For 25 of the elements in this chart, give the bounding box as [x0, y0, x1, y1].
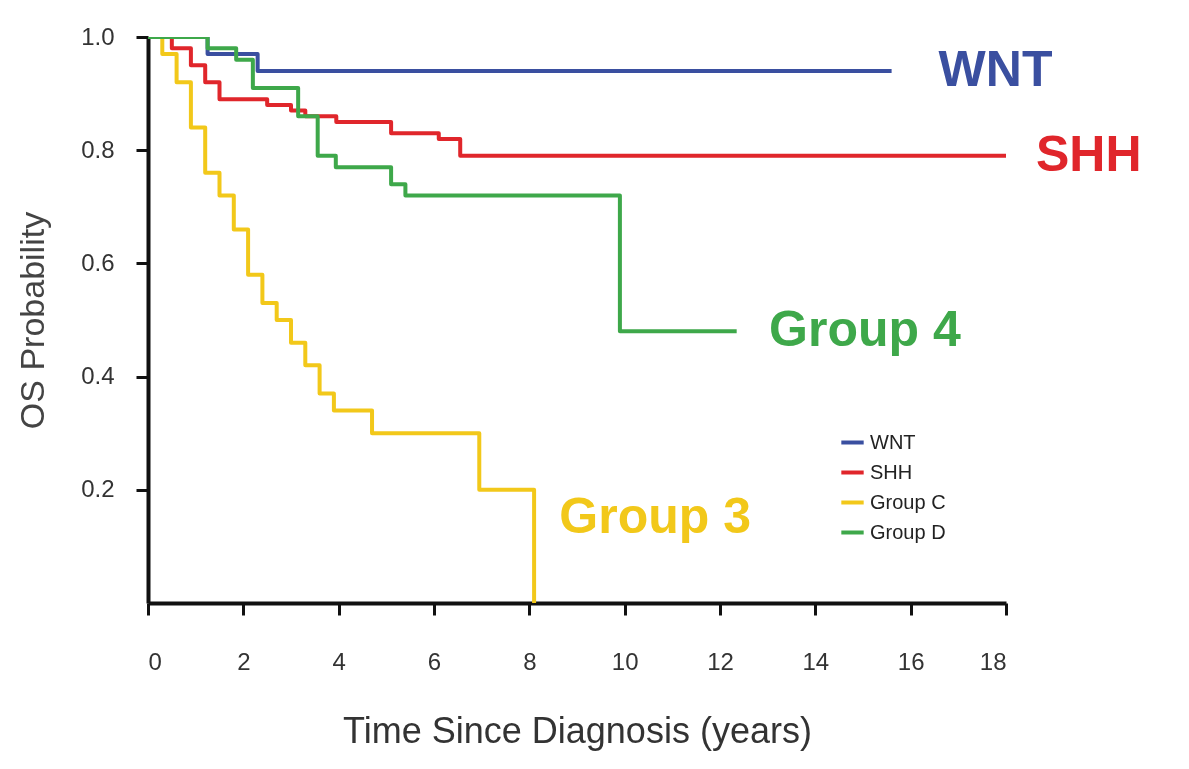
y-tick-label: 1.0: [81, 22, 115, 50]
annotation: SHH: [1036, 125, 1142, 182]
y-tick-label: 0.8: [81, 135, 115, 163]
annotation: WNT: [938, 40, 1053, 97]
legend-label: Group C: [870, 490, 946, 513]
y-tick-label: 0.6: [81, 248, 115, 276]
x-tick-label: 10: [611, 647, 639, 675]
x-tick-label: 14: [802, 647, 830, 675]
x-tick-label: 12: [707, 647, 734, 675]
x-tick-label: 16: [897, 647, 925, 675]
x-tick-label: 8: [523, 647, 537, 675]
x-tick-label: 2: [237, 647, 251, 675]
x-tick-label: 4: [332, 647, 346, 675]
x-axis-title: Time Since Diagnosis (years): [343, 709, 812, 751]
legend-label: WNT: [870, 430, 916, 453]
annotation: Group 3: [559, 488, 752, 545]
x-tick-label: 18: [979, 647, 1007, 675]
legend-label: Group D: [870, 520, 946, 543]
y-tick-label: 0.2: [81, 475, 115, 503]
x-tick-label: 6: [427, 647, 442, 675]
y-axis-title: OS Probability: [13, 211, 52, 430]
legend-label: SHH: [870, 460, 913, 483]
annotation: Group 4: [769, 301, 961, 358]
y-tick-label: 0.4: [81, 362, 115, 390]
x-tick-label: 0: [148, 647, 162, 675]
